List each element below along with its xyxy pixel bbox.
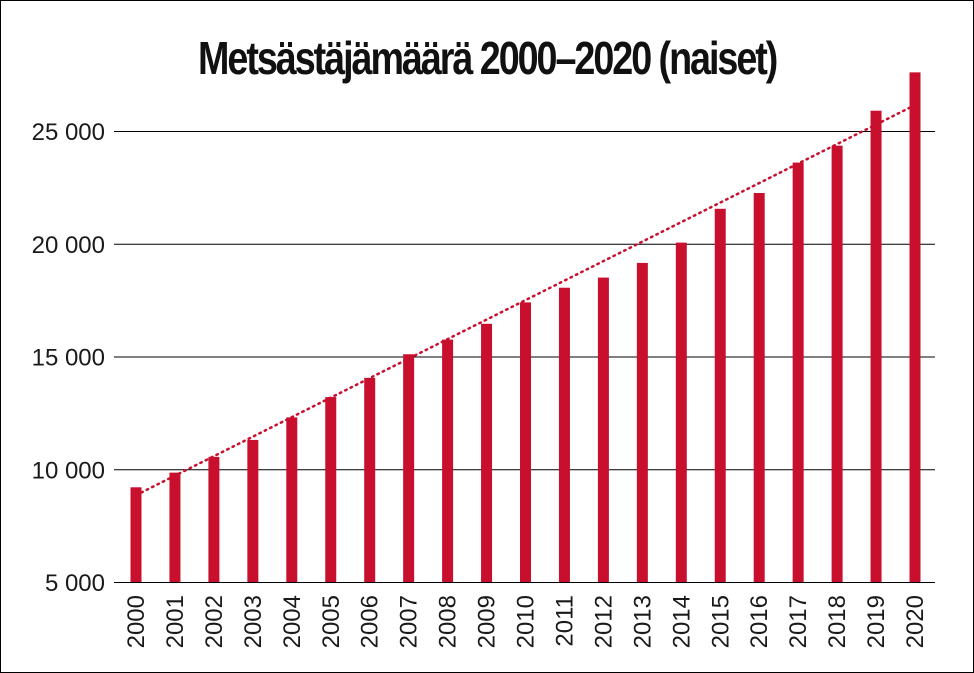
bars [130, 72, 921, 583]
bar [286, 417, 298, 582]
y-tick-label: 5 000 [45, 570, 105, 597]
x-tick-label: 2003 [240, 595, 267, 648]
bar [714, 208, 726, 583]
bar [909, 72, 921, 583]
bar [325, 397, 337, 582]
x-tick-label: 2010 [513, 595, 540, 648]
bar [442, 339, 454, 582]
x-tick-label: 2016 [746, 595, 773, 648]
x-tick-label: 2012 [590, 595, 617, 648]
bar [870, 110, 882, 582]
x-tick-label: 2002 [201, 595, 228, 648]
bar [792, 162, 804, 582]
bar [403, 354, 415, 582]
y-tick-label: 20 000 [32, 232, 105, 259]
x-tick-label: 2017 [785, 595, 812, 648]
bar [208, 456, 220, 582]
trendline-line [134, 103, 917, 497]
x-tick-label: 2009 [474, 595, 501, 648]
bar [636, 262, 648, 582]
x-tick-label: 2013 [629, 595, 656, 648]
x-tick-label: 2007 [396, 595, 423, 648]
bar [675, 242, 687, 582]
bar [597, 277, 609, 582]
x-tick-label: 2000 [123, 595, 150, 648]
chart-title: Metsästäjämäärä 2000–2020 (naiset) [198, 32, 778, 84]
x-tick-label: 2001 [162, 595, 189, 648]
y-tick-label: 25 000 [32, 119, 105, 146]
x-tick-labels: 2000 2001 2002 2003 2004 2005 2006 2007 2008 2009… [123, 595, 929, 648]
bar [558, 287, 570, 582]
y-tick-label: 15 000 [32, 345, 105, 372]
bar [169, 472, 181, 582]
x-tick-label: 2005 [318, 595, 345, 648]
x-tick-label: 2004 [279, 595, 306, 648]
x-tick-label: 2014 [668, 595, 695, 648]
x-tick-label: 2019 [863, 595, 890, 648]
x-tick-label: 2020 [902, 595, 929, 648]
bar [481, 323, 493, 582]
x-tick-label: 2018 [824, 595, 851, 648]
x-tick-label: 2008 [435, 595, 462, 648]
y-tick-label: 10 000 [32, 457, 105, 484]
x-tick-label: 2011 [551, 595, 578, 647]
bar [364, 377, 376, 582]
bar [247, 439, 259, 582]
bar [520, 302, 531, 582]
x-tick-label: 2015 [707, 595, 734, 648]
x-tick-label: 2006 [357, 595, 384, 648]
bar [130, 487, 142, 582]
bar [831, 145, 843, 582]
trendline [134, 103, 917, 497]
y-tick-labels: 5 000 10 000 15 000 20 000 25 000 [32, 119, 105, 597]
bar [753, 193, 765, 582]
